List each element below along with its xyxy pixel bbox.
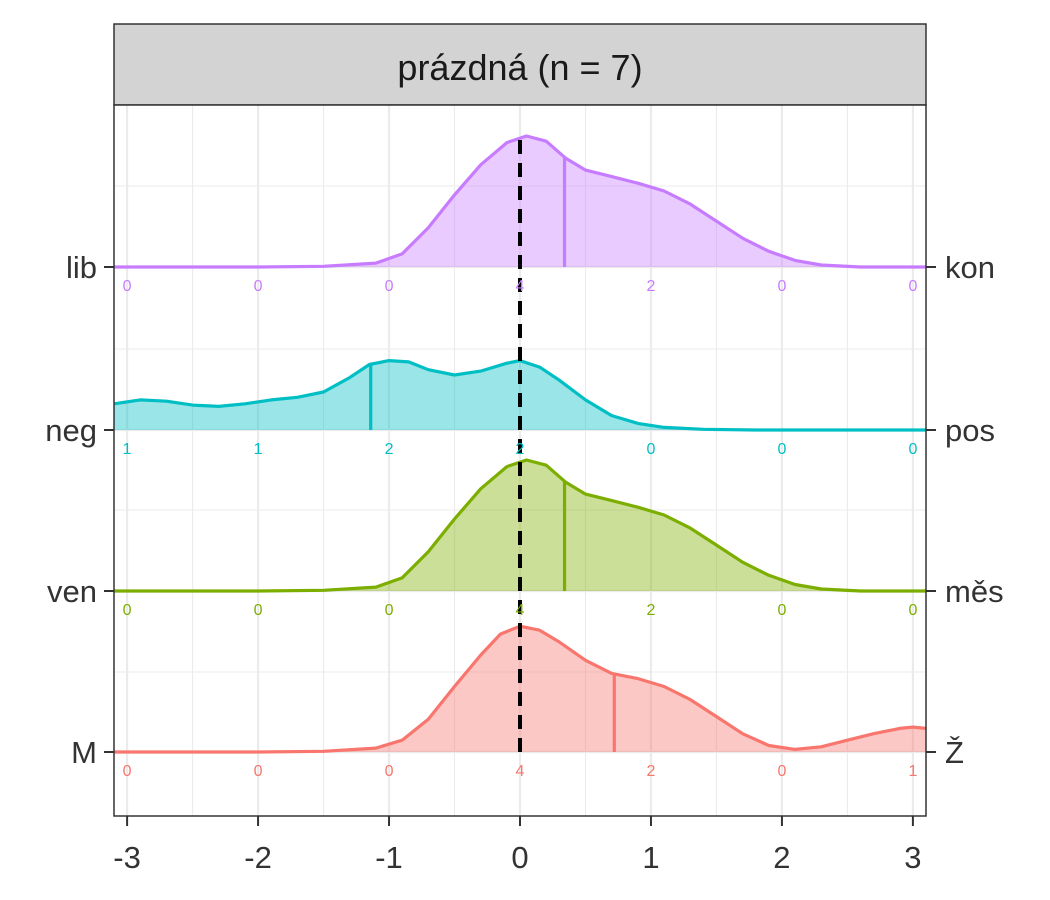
count-label: 4	[516, 602, 525, 619]
count-label: 2	[516, 441, 525, 458]
ridge-area-lib	[114, 136, 926, 267]
count-label: 2	[647, 602, 656, 619]
count-label: 0	[777, 441, 786, 458]
count-label: 4	[516, 763, 525, 780]
y-label-right: kon	[945, 250, 995, 285]
x-tick-label: -2	[244, 840, 272, 875]
facet-title: prázdná (n = 7)	[397, 47, 642, 88]
ridge-line-neg	[113, 359, 926, 432]
count-label: 0	[777, 602, 786, 619]
count-label: 0	[777, 278, 786, 295]
count-label: 0	[908, 278, 917, 295]
count-label: 0	[254, 278, 263, 295]
count-label: 1	[254, 441, 263, 458]
count-label: 1	[908, 763, 917, 780]
count-label: 0	[385, 763, 394, 780]
count-label: 2	[647, 763, 656, 780]
count-label: 0	[123, 602, 132, 619]
count-label: 0	[385, 602, 394, 619]
count-label: 0	[908, 602, 917, 619]
ridge-line-ven	[114, 458, 926, 593]
x-tick-label: -3	[113, 840, 141, 875]
y-label-left: ven	[47, 574, 97, 609]
ridge-line-lib	[114, 134, 926, 269]
y-axis-right: kon pos měs Ž	[926, 250, 1004, 770]
y-label-right: Ž	[945, 735, 964, 770]
count-label: 0	[385, 278, 394, 295]
count-label: 2	[385, 441, 394, 458]
count-label: 0	[908, 441, 917, 458]
count-label: 0	[647, 441, 656, 458]
y-label-left: M	[71, 735, 97, 770]
count-label: 0	[254, 763, 263, 780]
y-axis-left: lib neg ven M	[45, 250, 114, 770]
y-label-right: pos	[945, 413, 995, 448]
ridge-line-M	[114, 624, 927, 754]
count-label: 0	[123, 763, 132, 780]
count-labels: 0 0 0 4 2 0 0 1 1 2 2 0 0 0 0 0 0 4 2 0 0 0 0 0 4 2 0 1	[123, 278, 918, 780]
count-label: 2	[647, 278, 656, 295]
x-tick-label: 0	[511, 840, 528, 875]
count-label: 0	[254, 602, 263, 619]
strip-background	[113, 23, 927, 106]
count-label: 0	[123, 278, 132, 295]
count-label: 0	[777, 763, 786, 780]
x-tick-label: 2	[773, 840, 790, 875]
x-tick-label: 1	[642, 840, 659, 875]
x-tick-label: 3	[904, 840, 921, 875]
y-label-left: lib	[66, 250, 97, 285]
y-label-right: měs	[945, 574, 1004, 609]
ridge-area-ven	[114, 460, 926, 591]
x-tick-label: -1	[375, 840, 403, 875]
y-label-left: neg	[45, 413, 97, 448]
count-label: 1	[123, 441, 132, 458]
count-label: 4	[516, 278, 525, 295]
x-axis: -3 -2 -1 0 1 2 3	[113, 816, 922, 875]
ridge-area-M	[114, 626, 926, 752]
